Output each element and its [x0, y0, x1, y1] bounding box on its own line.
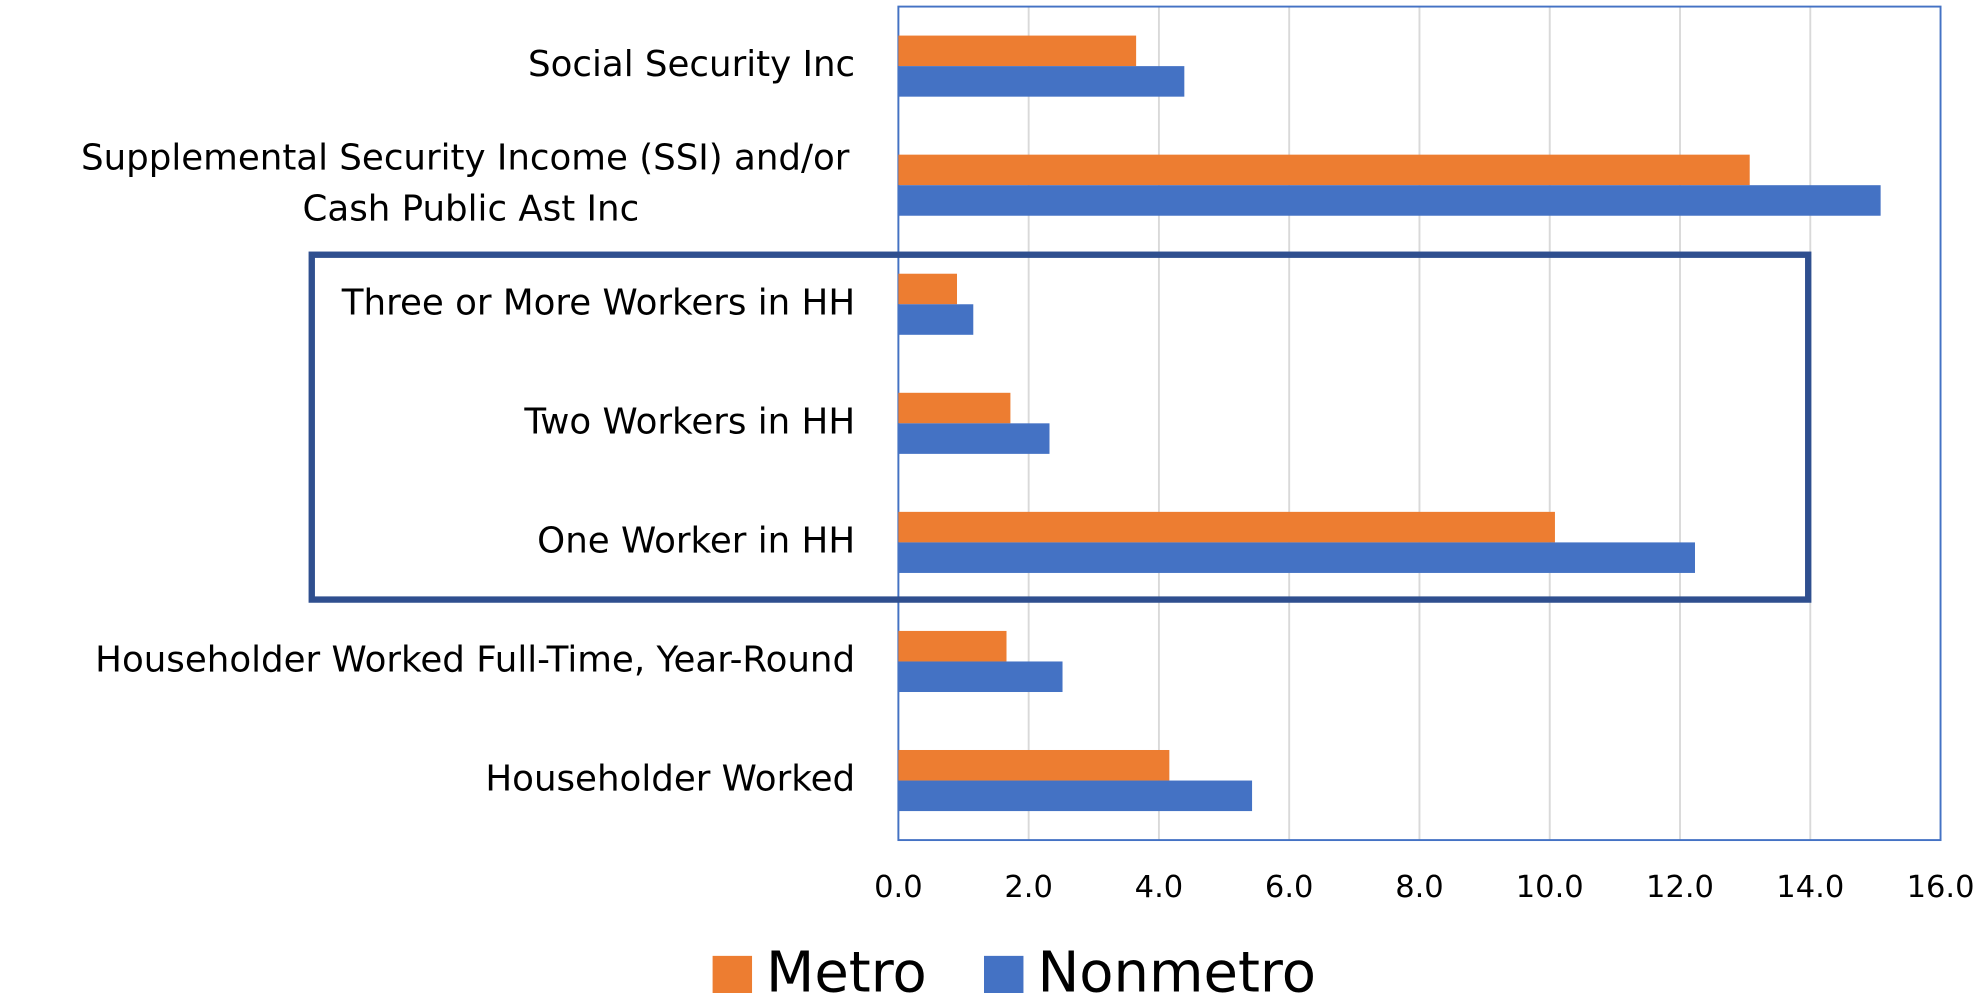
y-tick-label: Two Workers in HH	[523, 401, 855, 442]
bars	[898, 35, 1881, 812]
bar	[898, 35, 1137, 67]
legend-label: Nonmetro	[1037, 940, 1316, 993]
bar	[898, 630, 1007, 662]
legend-label: Metro	[766, 940, 927, 993]
bar	[898, 154, 1750, 186]
y-tick-label: One Worker in HH	[537, 520, 855, 561]
legend-swatch	[712, 955, 753, 993]
bar	[898, 661, 1063, 693]
bar	[898, 185, 1881, 216]
x-tick-label: 0.0	[874, 870, 923, 905]
x-tick-label: 10.0	[1516, 870, 1584, 905]
x-tick-label: 8.0	[1395, 870, 1444, 905]
y-tick-label: Supplemental Security Income (SSI) and/o…	[81, 138, 861, 230]
grid	[897, 6, 1942, 841]
y-tick-label: Three or More Workers in HH	[341, 282, 855, 323]
bar	[898, 273, 958, 305]
bar	[898, 304, 974, 335]
bar	[898, 423, 1050, 454]
bar	[898, 511, 1555, 543]
legend-swatch	[984, 955, 1024, 993]
highlight-box	[308, 251, 1812, 603]
bar	[898, 780, 1253, 812]
x-tick-label: 12.0	[1646, 870, 1714, 905]
x-tick-label: 14.0	[1776, 870, 1844, 905]
bar	[898, 542, 1695, 573]
y-tick-label: Householder Worked Full-Time, Year-Round	[95, 639, 855, 680]
x-tick-label: 16.0	[1907, 870, 1975, 905]
x-tick-label: 4.0	[1135, 870, 1184, 905]
x-tick-label: 2.0	[1004, 870, 1053, 905]
x-tick-label: 6.0	[1265, 870, 1314, 905]
bar	[898, 392, 1011, 424]
y-tick-label: Social Security Inc	[528, 44, 855, 85]
bar	[898, 66, 1185, 97]
bar	[898, 749, 1170, 781]
y-tick-label: Householder Worked	[485, 759, 855, 800]
